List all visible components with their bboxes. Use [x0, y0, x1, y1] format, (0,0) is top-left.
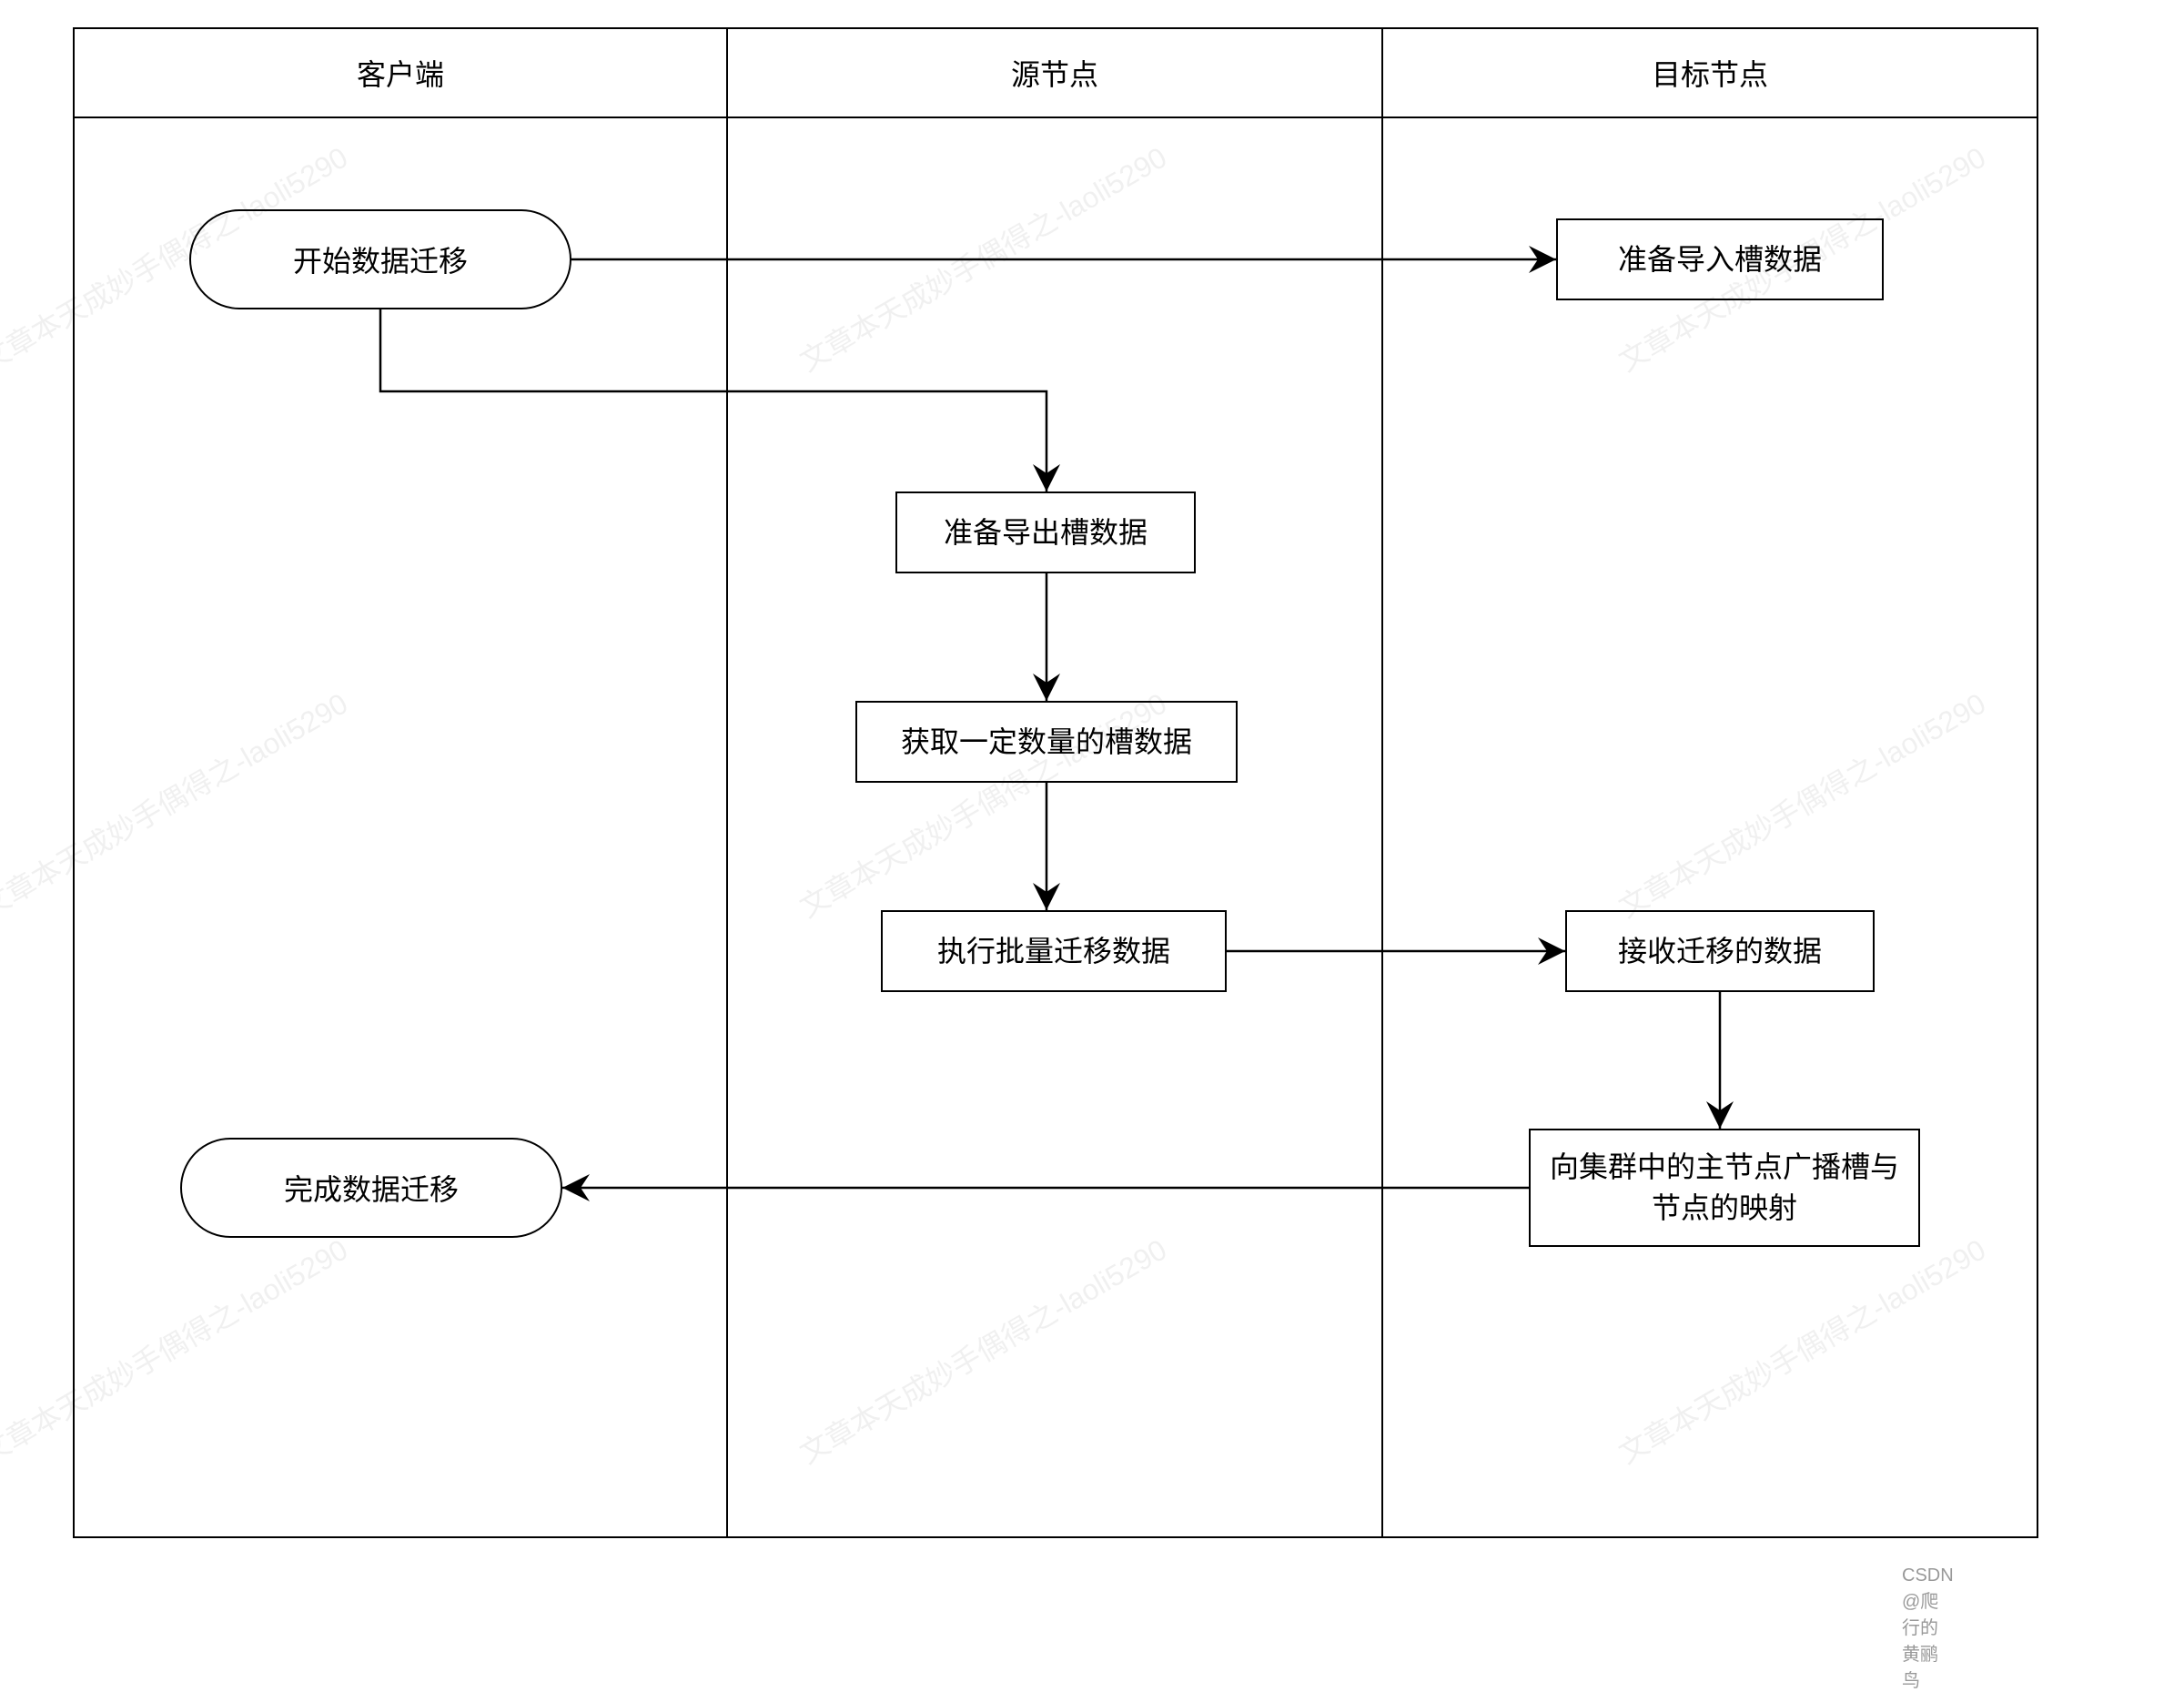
node-label: 向集群中的主节点广播槽与节点的映射	[1549, 1147, 1900, 1229]
lane-body-source	[728, 118, 1383, 1538]
footer-attribution: CSDN @爬行的黄鹂鸟	[1902, 1565, 1954, 1692]
node-label: 执行批量迁移数据	[937, 931, 1170, 972]
node-prepare-export: 准备导出槽数据	[895, 491, 1196, 573]
lane-title: 源节点	[1011, 52, 1098, 94]
node-broadcast-mapping: 向集群中的主节点广播槽与节点的映射	[1529, 1129, 1920, 1247]
lane-header-target: 目标节点	[1383, 27, 2038, 118]
node-get-slots: 获取一定数量的槽数据	[855, 701, 1238, 783]
node-receive-data: 接收迁移的数据	[1565, 910, 1875, 992]
node-label: 完成数据迁移	[284, 1167, 459, 1209]
lane-title: 目标节点	[1652, 52, 1768, 94]
node-label: 接收迁移的数据	[1618, 931, 1822, 972]
lane-title: 客户端	[357, 52, 444, 94]
node-label: 开始数据迁移	[293, 238, 468, 280]
lane-body-client	[73, 118, 728, 1538]
node-start-migration: 开始数据迁移	[189, 209, 571, 309]
node-label: 准备导入槽数据	[1618, 239, 1822, 280]
node-finish-migration: 完成数据迁移	[180, 1138, 562, 1238]
node-exec-migrate: 执行批量迁移数据	[881, 910, 1227, 992]
node-label: 获取一定数量的槽数据	[901, 722, 1192, 763]
node-label: 准备导出槽数据	[944, 512, 1148, 553]
lane-header-source: 源节点	[728, 27, 1383, 118]
lane-body-target	[1383, 118, 2038, 1538]
lane-header-client: 客户端	[73, 27, 728, 118]
footer-text: CSDN @爬行的黄鹂鸟	[1902, 1565, 1954, 1691]
node-prepare-import: 准备导入槽数据	[1556, 218, 1884, 300]
